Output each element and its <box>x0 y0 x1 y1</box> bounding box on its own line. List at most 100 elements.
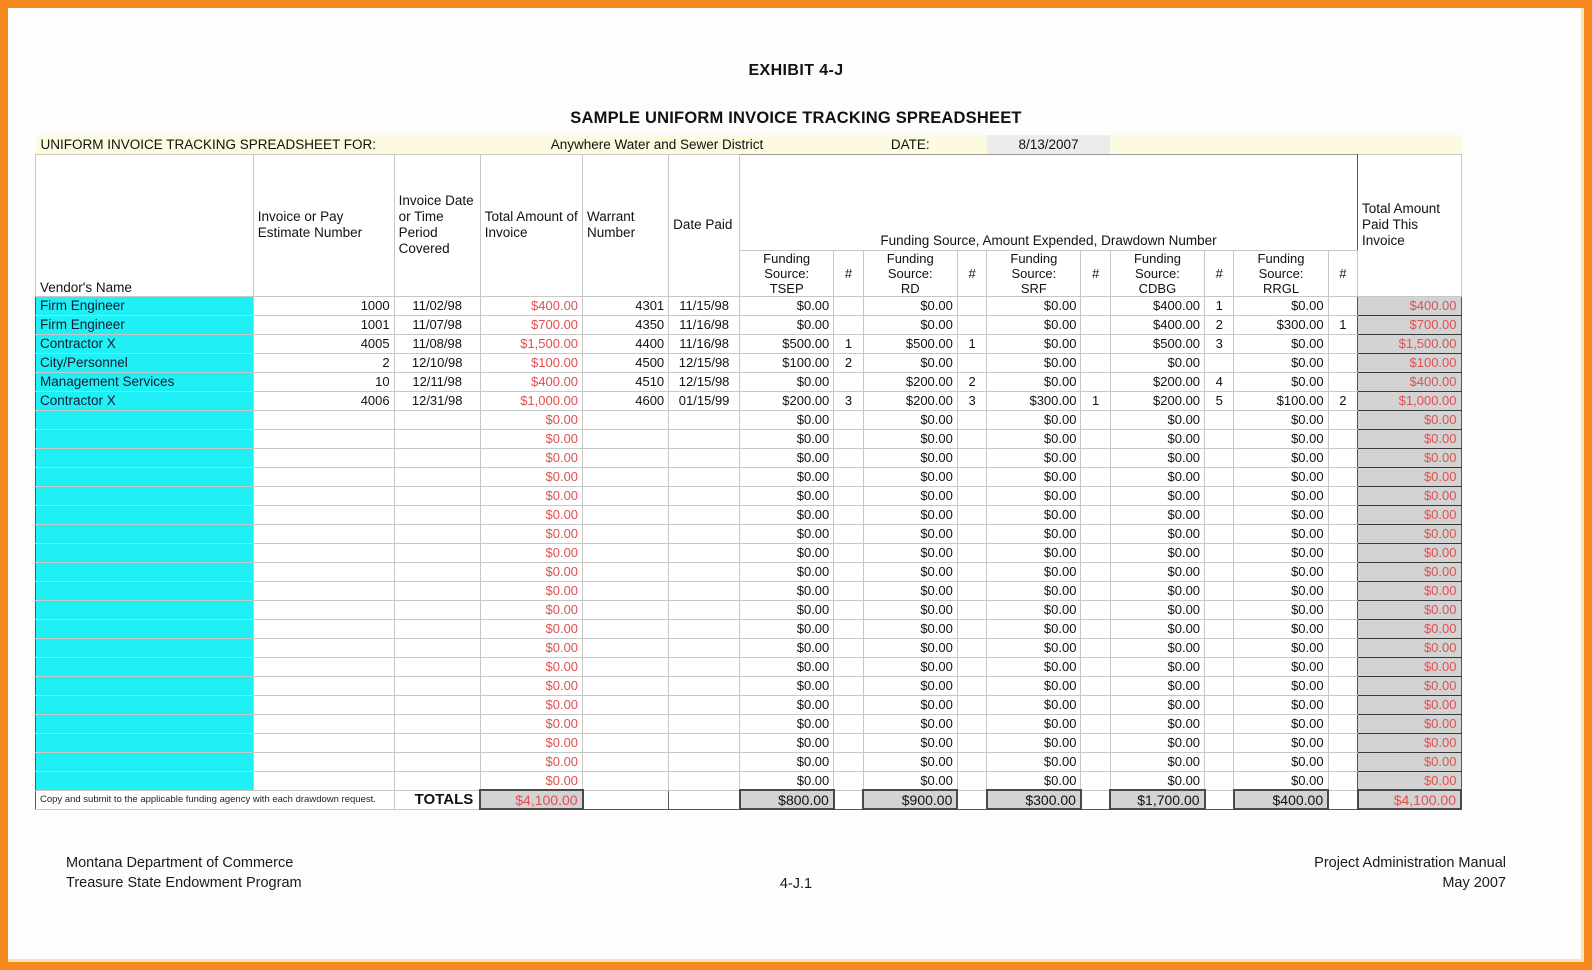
cell-tsep-drawdown[interactable] <box>833 504 864 525</box>
cell-invoice-number[interactable] <box>252 580 395 601</box>
cell-date-paid[interactable] <box>668 618 741 639</box>
cell-date-paid[interactable] <box>668 428 741 449</box>
cell-date-paid[interactable]: 12/15/98 <box>668 352 741 373</box>
cell-cdbg-drawdown[interactable] <box>1204 409 1235 430</box>
cell-srf-amount[interactable]: $0.00 <box>986 314 1082 335</box>
cell-srf-drawdown[interactable] <box>1080 561 1111 582</box>
cell-warrant-number[interactable] <box>582 466 670 487</box>
cell-date-paid[interactable]: 01/15/99 <box>668 390 741 411</box>
cell-tsep-amount[interactable]: $0.00 <box>739 371 835 392</box>
cell-invoice-total[interactable]: $0.00 <box>479 447 584 468</box>
cell-invoice-total[interactable]: $0.00 <box>479 713 584 734</box>
cell-cdbg-drawdown[interactable] <box>1204 352 1235 373</box>
cell-date-paid[interactable]: 11/15/98 <box>668 295 741 316</box>
cell-tsep-drawdown[interactable] <box>833 466 864 487</box>
cell-total-paid[interactable]: $0.00 <box>1357 637 1462 658</box>
cell-total-paid[interactable]: $0.00 <box>1357 409 1462 430</box>
cell-tsep-drawdown[interactable] <box>833 295 864 316</box>
cell-rd-drawdown[interactable] <box>956 656 988 677</box>
cell-rrgl-drawdown[interactable]: 1 <box>1327 314 1359 335</box>
cell-cdbg-drawdown[interactable] <box>1204 694 1235 715</box>
cell-cdbg-amount[interactable]: $0.00 <box>1109 485 1206 506</box>
cell-date-paid[interactable] <box>668 599 741 620</box>
cell-tsep-drawdown[interactable] <box>833 656 864 677</box>
cell-warrant-number[interactable] <box>582 561 670 582</box>
cell-cdbg-amount[interactable]: $200.00 <box>1109 390 1206 411</box>
cell-vendor[interactable] <box>35 713 254 734</box>
cell-tsep-drawdown[interactable] <box>833 409 864 430</box>
cell-rrgl-amount[interactable]: $0.00 <box>1233 694 1329 715</box>
cell-rd-amount[interactable]: $0.00 <box>862 409 958 430</box>
cell-invoice-total[interactable]: $0.00 <box>479 656 584 677</box>
cell-vendor[interactable] <box>35 580 254 601</box>
cell-invoice-number[interactable] <box>252 618 395 639</box>
cell-srf-drawdown[interactable] <box>1080 675 1111 696</box>
cell-srf-amount[interactable]: $0.00 <box>986 504 1082 525</box>
cell-rrgl-drawdown[interactable] <box>1327 428 1359 449</box>
cell-warrant-number[interactable] <box>582 580 670 601</box>
cell-cdbg-amount[interactable]: $0.00 <box>1109 523 1206 544</box>
cell-rrgl-amount[interactable]: $0.00 <box>1233 675 1329 696</box>
cell-invoice-total[interactable]: $0.00 <box>479 694 584 715</box>
cell-srf-amount[interactable]: $0.00 <box>986 371 1082 392</box>
cell-tsep-amount[interactable]: $0.00 <box>739 561 835 582</box>
cell-invoice-date[interactable]: 11/07/98 <box>393 314 481 335</box>
cell-tsep-drawdown[interactable] <box>833 447 864 468</box>
cell-cdbg-drawdown[interactable] <box>1204 618 1235 639</box>
cell-date-paid[interactable] <box>668 713 741 734</box>
cell-date-paid[interactable]: 12/15/98 <box>668 371 741 392</box>
cell-cdbg-drawdown[interactable] <box>1204 504 1235 525</box>
cell-rd-drawdown[interactable] <box>956 314 988 335</box>
cell-total-paid[interactable]: $0.00 <box>1357 580 1462 601</box>
cell-invoice-date[interactable] <box>393 580 481 601</box>
cell-tsep-amount[interactable]: $0.00 <box>739 523 835 544</box>
cell-rd-drawdown[interactable] <box>956 447 988 468</box>
cell-vendor[interactable]: City/Personnel <box>35 352 254 373</box>
cell-rd-drawdown[interactable] <box>956 713 988 734</box>
cell-cdbg-drawdown[interactable] <box>1204 713 1235 734</box>
cell-rd-amount[interactable]: $0.00 <box>862 466 958 487</box>
cell-invoice-total[interactable]: $1,500.00 <box>479 333 584 354</box>
cell-tsep-amount[interactable]: $0.00 <box>739 542 835 563</box>
cell-srf-drawdown[interactable] <box>1080 580 1111 601</box>
cell-rd-drawdown[interactable]: 3 <box>956 390 988 411</box>
cell-vendor[interactable] <box>35 466 254 487</box>
cell-tsep-amount[interactable]: $0.00 <box>739 694 835 715</box>
cell-cdbg-drawdown[interactable] <box>1204 580 1235 601</box>
cell-rrgl-drawdown[interactable] <box>1327 637 1359 658</box>
cell-cdbg-amount[interactable]: $0.00 <box>1109 637 1206 658</box>
cell-rd-drawdown[interactable] <box>956 770 988 791</box>
cell-tsep-amount[interactable]: $200.00 <box>739 390 835 411</box>
cell-vendor[interactable] <box>35 504 254 525</box>
cell-invoice-date[interactable] <box>393 428 481 449</box>
cell-warrant-number[interactable] <box>582 618 670 639</box>
cell-date-paid[interactable] <box>668 542 741 563</box>
cell-srf-drawdown[interactable] <box>1080 637 1111 658</box>
cell-warrant-number[interactable]: 4500 <box>582 352 670 373</box>
cell-total-paid[interactable]: $0.00 <box>1357 504 1462 525</box>
cell-cdbg-drawdown[interactable] <box>1204 447 1235 468</box>
cell-tsep-amount[interactable]: $0.00 <box>739 466 835 487</box>
cell-cdbg-drawdown[interactable] <box>1204 542 1235 563</box>
cell-vendor[interactable] <box>35 618 254 639</box>
cell-tsep-drawdown[interactable] <box>833 751 864 772</box>
cell-rd-amount[interactable]: $500.00 <box>862 333 958 354</box>
cell-rd-amount[interactable]: $0.00 <box>862 599 958 620</box>
cell-srf-drawdown[interactable] <box>1080 770 1111 791</box>
cell-srf-amount[interactable]: $0.00 <box>986 333 1082 354</box>
cell-rrgl-drawdown[interactable] <box>1327 675 1359 696</box>
cell-tsep-drawdown[interactable] <box>833 523 864 544</box>
cell-srf-amount[interactable]: $0.00 <box>986 675 1082 696</box>
cell-rrgl-amount[interactable]: $0.00 <box>1233 523 1329 544</box>
cell-srf-amount[interactable]: $0.00 <box>986 656 1082 677</box>
cell-invoice-total[interactable]: $0.00 <box>479 675 584 696</box>
cell-cdbg-amount[interactable]: $0.00 <box>1109 542 1206 563</box>
cell-tsep-drawdown[interactable] <box>833 694 864 715</box>
cell-srf-drawdown[interactable] <box>1080 732 1111 753</box>
cell-vendor[interactable] <box>35 523 254 544</box>
cell-invoice-date[interactable]: 12/11/98 <box>393 371 481 392</box>
cell-rd-amount[interactable]: $0.00 <box>862 580 958 601</box>
cell-warrant-number[interactable] <box>582 409 670 430</box>
cell-total-paid[interactable]: $0.00 <box>1357 751 1462 772</box>
cell-invoice-date[interactable] <box>393 618 481 639</box>
